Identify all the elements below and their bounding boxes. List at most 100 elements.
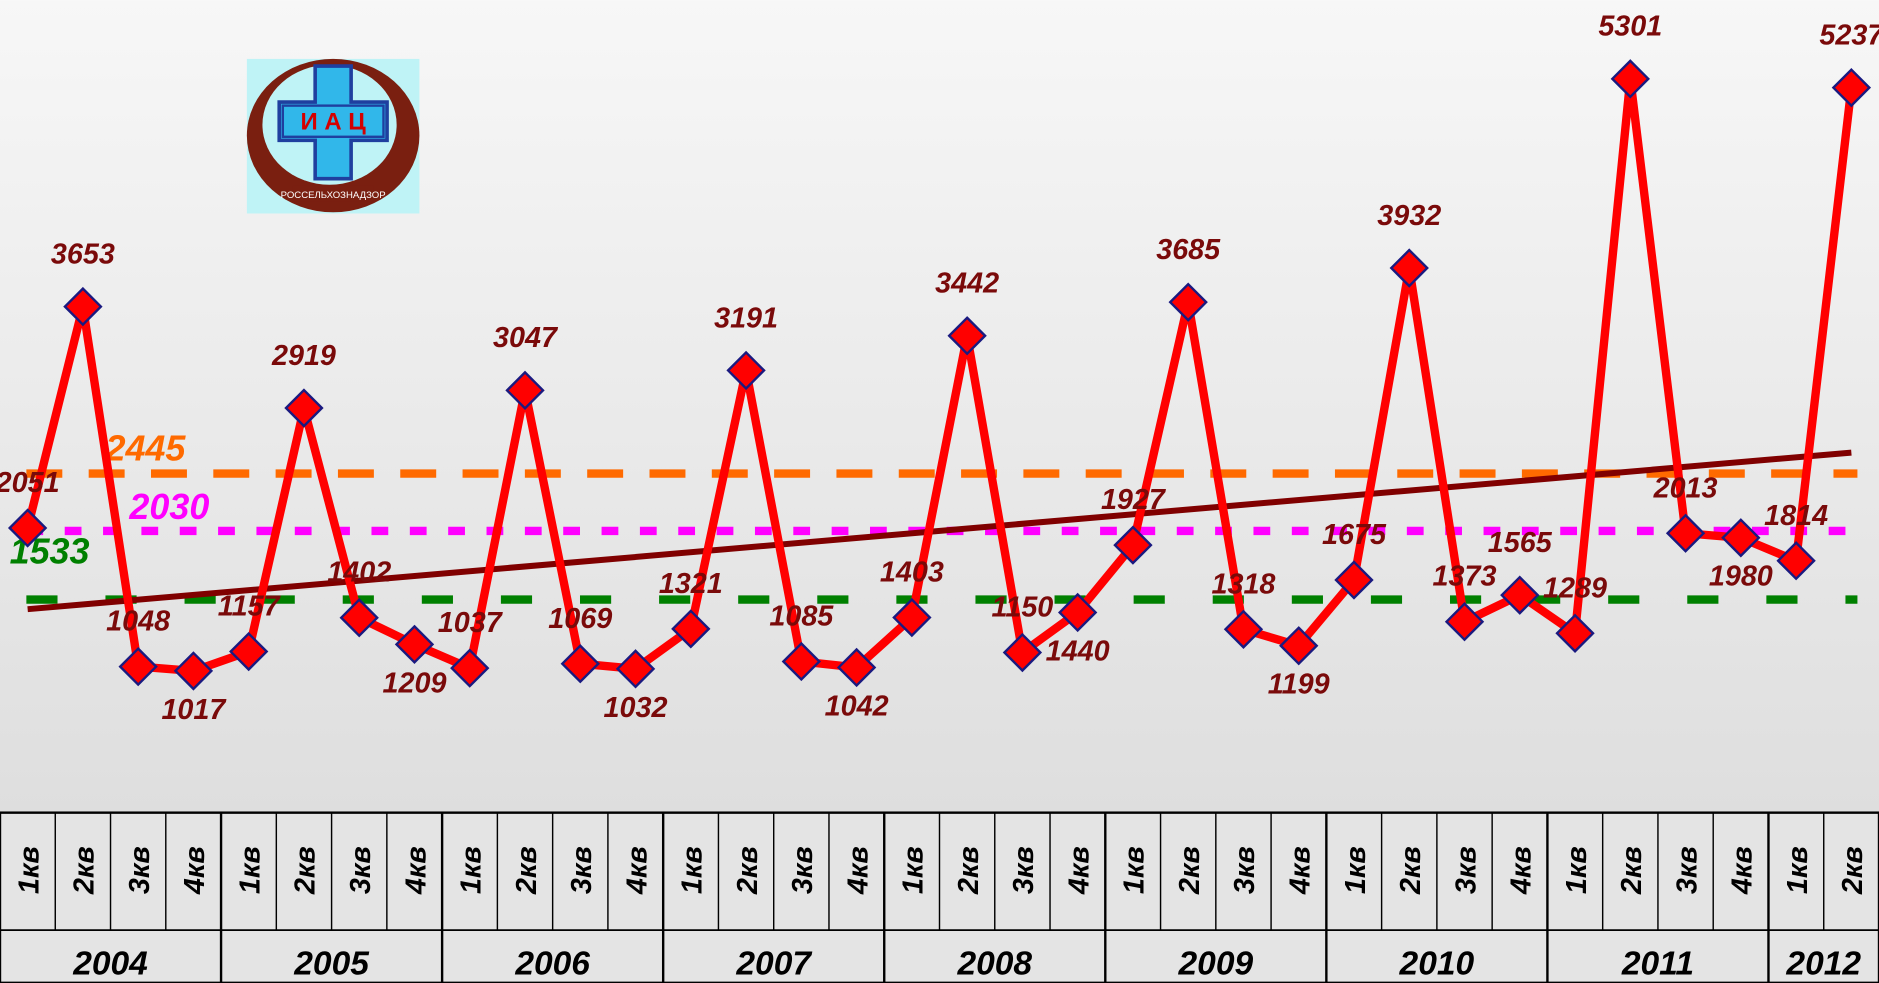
year-label: 2012 [1785,945,1861,982]
x-tick-label: 1кв [13,846,45,894]
value-label: 1373 [1433,561,1497,593]
value-label: 1032 [604,692,668,724]
value-label: 1927 [1101,484,1167,516]
marker [1168,282,1208,322]
x-tick-label: 4кв [400,846,432,895]
logo: И А Ц РОССЕЛЬХОЗНАДЗОР [246,58,420,214]
value-label: 1042 [825,690,889,722]
marker [671,609,711,649]
year-label: 2009 [1178,945,1254,982]
series-line [23,74,1856,676]
x-tick-label: 2кв [511,846,543,895]
year-label: 2006 [514,945,590,982]
x-tick-label: 3кв [124,846,156,894]
marker [394,624,435,665]
value-label: 1440 [1046,635,1110,667]
marker [1555,613,1595,653]
x-tick-label: 1кв [1119,846,1151,894]
value-label: 3932 [1377,200,1441,232]
marker [339,598,379,638]
value-label: 1980 [1709,561,1773,593]
value-label: 1321 [659,568,723,600]
x-tick-label: 1кв [1782,846,1814,894]
marker [173,651,214,691]
marker [1279,626,1319,666]
logo-title: И А Ц [300,109,366,136]
value-label: 3685 [1156,234,1221,266]
marker [836,647,877,688]
marker [1223,609,1264,649]
year-label: 2004 [72,945,148,982]
value-label: 3442 [935,268,999,300]
marker [781,641,822,682]
x-tick-label: 4кв [1727,846,1759,895]
marker [118,646,158,687]
x-tick-label: 3кв [1229,846,1261,894]
year-label: 2005 [293,945,370,982]
value-label: 3191 [714,302,778,334]
value-label: 2013 [1653,472,1718,504]
x-tick-label: 2кв [953,846,985,895]
marker [1002,632,1043,673]
x-tick-label: 1кв [1561,846,1593,894]
value-label: 1037 [438,607,504,639]
marker [7,508,48,548]
x-tick-label: 3кв [1008,846,1040,894]
x-tick-label: 1кв [677,846,709,894]
marker [1113,525,1153,565]
x-tick-label: 4кв [842,846,874,895]
marker [1500,575,1540,615]
x-tick-label: 1кв [456,846,488,894]
x-tick-label: 2кв [290,846,322,895]
x-tick-label: 1кв [1340,846,1372,894]
x-tick-label: 2кв [732,846,764,895]
value-label: 3653 [51,238,115,270]
marker [726,350,766,391]
value-label: 1814 [1764,500,1828,532]
year-label: 2011 [1621,945,1694,982]
value-label: 5301 [1598,11,1662,43]
x-tick-label: 2кв [1616,846,1648,895]
trend-line [27,449,1852,613]
x-tick-label: 1кв [898,846,930,894]
marker [505,370,545,411]
value-label: 1318 [1211,568,1275,600]
x-tick-label: 2кв [1395,846,1427,895]
logo-caption: РОССЕЛЬХОЗНАДЗОР [281,190,386,201]
marker [1610,59,1650,99]
marker [63,286,103,327]
reference-label: 2030 [128,486,209,527]
marker [284,388,324,428]
x-tick-label: 3кв [345,846,377,894]
value-label: 1565 [1488,527,1553,559]
value-label: 1289 [1543,572,1607,604]
marker [1831,67,1872,108]
value-label: 1675 [1322,519,1387,551]
x-tick-label: 1кв [234,846,266,894]
marker [1444,602,1485,642]
year-label: 2010 [1399,945,1475,982]
x-tick-label: 3кв [1671,846,1703,894]
x-tick-label: 4кв [621,846,653,895]
year-label: 2007 [735,945,812,982]
x-tick-label: 2кв [69,846,101,895]
marker [1334,560,1374,600]
value-label: 1017 [161,694,227,726]
marker [1389,248,1429,288]
marker [615,649,656,689]
value-label: 1048 [106,606,170,638]
value-label: 1402 [327,557,391,589]
reference-label: 2445 [104,427,186,468]
value-label: 2919 [271,340,336,372]
value-label: 1085 [769,601,834,633]
x-tick-label: 4кв [1285,846,1317,895]
year-label: 2008 [956,945,1032,982]
value-label: 2051 [0,467,60,499]
value-label: 1069 [548,603,612,635]
marker [1057,592,1098,633]
marker [947,316,987,356]
value-label: 1209 [383,667,447,699]
value-label: 1403 [880,557,944,589]
x-tick-label: 2кв [1837,846,1869,895]
